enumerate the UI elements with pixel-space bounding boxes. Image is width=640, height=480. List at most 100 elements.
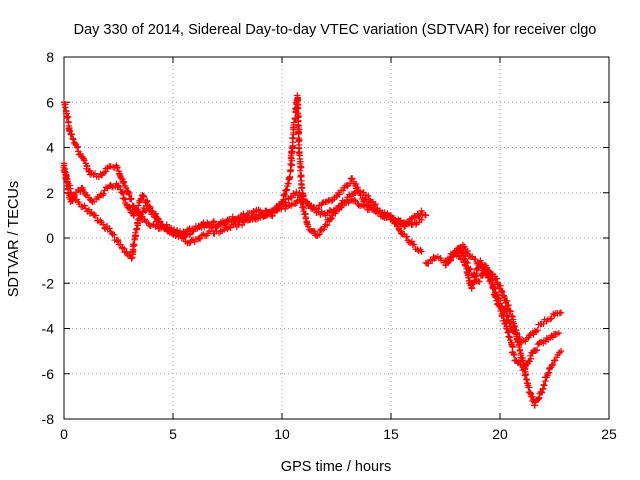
data-point-trace <box>393 220 400 227</box>
data-point-trace <box>534 326 541 334</box>
x-axis-label: GPS time / hours <box>281 459 391 475</box>
data-point <box>339 187 347 194</box>
data-point-trace <box>297 164 305 172</box>
data-point-trace <box>425 260 432 267</box>
data-point <box>322 221 329 228</box>
data-point-trace <box>492 294 499 301</box>
data-point-trace <box>129 202 136 209</box>
data-point-trace <box>294 104 301 111</box>
data-point-trace <box>132 231 139 239</box>
data-points <box>60 92 565 409</box>
data-point-trace <box>287 167 294 174</box>
data-point-trace <box>503 325 511 333</box>
data-point-trace <box>120 194 127 202</box>
data-point-trace <box>92 212 100 219</box>
data-point-trace <box>296 167 304 175</box>
data-point-trace <box>495 302 503 309</box>
data-point-trace <box>513 330 521 337</box>
data-point-trace <box>405 238 412 246</box>
data-point-trace <box>493 275 500 282</box>
data-point-trace <box>139 209 146 216</box>
data-point-trace <box>287 202 295 209</box>
data-point-trace <box>338 204 345 211</box>
data-point-trace <box>526 358 533 365</box>
data-point <box>466 252 473 260</box>
data-point <box>557 309 565 316</box>
data-point-trace <box>300 205 308 213</box>
data-point-trace <box>515 338 522 345</box>
data-point-trace <box>297 177 305 185</box>
data-point-trace <box>304 200 312 207</box>
data-point-trace <box>336 191 343 198</box>
data-point-trace <box>139 208 147 215</box>
data-point-trace <box>546 315 554 323</box>
data-point-trace <box>497 305 505 312</box>
y-axis-label: SDTVAR / TECUs <box>6 181 22 297</box>
data-point-trace <box>372 200 379 208</box>
data-point-trace <box>464 247 471 255</box>
data-point-trace <box>397 217 404 224</box>
data-point-trace <box>320 226 327 233</box>
data-point-trace <box>140 193 147 201</box>
data-point-trace <box>124 188 132 195</box>
data-point-trace <box>120 178 128 186</box>
data-point-trace <box>319 199 326 207</box>
data-point-trace <box>229 213 236 220</box>
data-point-trace <box>293 188 300 196</box>
y-tick-label: 0 <box>46 230 54 246</box>
x-tick-label: 5 <box>169 426 177 442</box>
data-point <box>418 216 425 224</box>
data-point-trace <box>348 175 356 182</box>
data-point <box>418 248 425 255</box>
data-point-trace <box>311 228 318 235</box>
y-tick-label: 6 <box>46 94 54 110</box>
data-point-trace <box>548 315 555 322</box>
data-point-trace <box>117 175 125 182</box>
data-point-trace <box>81 202 88 209</box>
x-tick-label: 25 <box>601 426 617 442</box>
data-point-trace <box>505 301 512 309</box>
data-point-trace <box>493 297 500 304</box>
data-point-trace <box>288 194 296 201</box>
data-point <box>557 347 565 355</box>
data-point-trace <box>210 218 218 225</box>
data-point <box>422 212 430 219</box>
data-point-trace <box>67 189 74 196</box>
data-point-trace <box>393 221 401 228</box>
data-point-trace <box>410 241 418 248</box>
data-point-trace <box>106 225 113 232</box>
data-point-trace <box>83 163 91 170</box>
data-point-trace <box>70 136 77 143</box>
data-point-trace <box>289 134 296 142</box>
data-point-trace <box>519 357 526 364</box>
data-point-trace <box>302 213 310 221</box>
y-tick-label: -2 <box>42 275 55 291</box>
data-point-trace <box>327 216 334 223</box>
data-point-trace <box>159 222 167 230</box>
data-point-trace <box>351 196 358 204</box>
data-point-trace <box>535 395 542 403</box>
data-point-trace <box>154 214 161 222</box>
data-point-trace <box>260 213 267 221</box>
data-point-trace <box>549 361 556 368</box>
data-point-trace <box>472 255 479 263</box>
data-point-trace <box>498 287 505 295</box>
data-point <box>520 366 528 373</box>
data-point-trace <box>114 238 122 245</box>
data-point-trace <box>133 225 140 232</box>
data-point-trace <box>549 334 557 341</box>
data-point-trace <box>390 215 398 222</box>
data-point-trace <box>323 198 331 205</box>
data-point-trace <box>61 168 68 175</box>
data-point-trace <box>63 114 71 122</box>
data-point-trace <box>511 351 518 359</box>
data-point-trace <box>287 160 294 168</box>
data-point-trace <box>134 202 142 209</box>
data-point-trace <box>62 104 69 111</box>
data-point <box>544 370 552 377</box>
data-point-trace <box>130 241 138 248</box>
data-point-trace <box>456 252 463 259</box>
data-point <box>418 207 425 215</box>
data-point-trace <box>138 214 145 221</box>
tick-labels: 0 5 10 15 20 25 -8 -6 -4 -2 0 2 4 6 8 <box>42 49 617 442</box>
